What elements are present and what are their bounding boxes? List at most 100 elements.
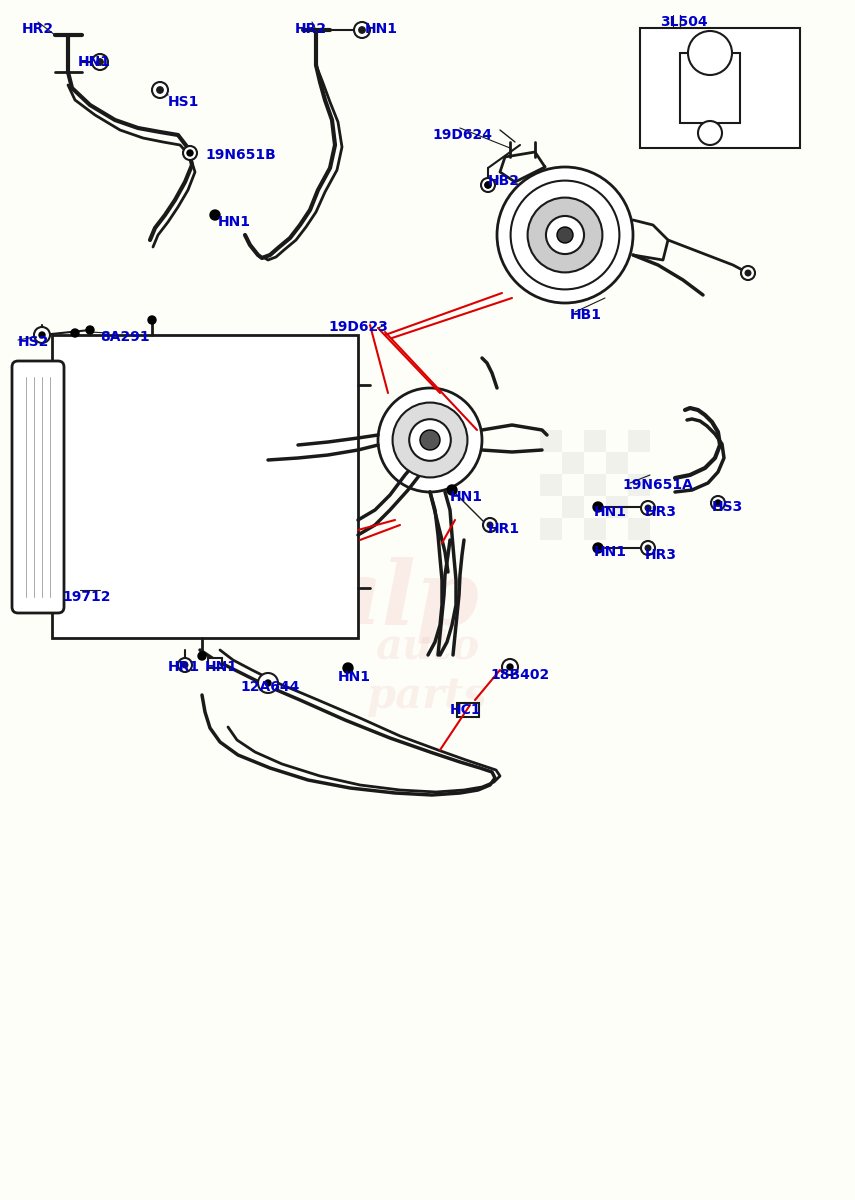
Text: HN1: HN1	[594, 505, 627, 518]
Circle shape	[557, 227, 573, 242]
Bar	[606, 452, 628, 474]
Circle shape	[688, 31, 732, 74]
Bar	[606, 496, 628, 518]
Circle shape	[746, 270, 751, 276]
Circle shape	[546, 216, 584, 254]
Circle shape	[156, 86, 163, 94]
Bar	[584, 518, 606, 540]
Circle shape	[378, 388, 482, 492]
Text: HR2: HR2	[22, 22, 54, 36]
Circle shape	[343, 662, 353, 673]
Bar	[628, 430, 650, 452]
Bar	[680, 53, 740, 122]
Circle shape	[646, 545, 651, 551]
Text: HN1: HN1	[594, 545, 627, 559]
Text: HB2: HB2	[488, 174, 520, 188]
Circle shape	[178, 658, 192, 672]
Bar	[628, 474, 650, 496]
Bar	[562, 452, 584, 474]
Text: alp: alp	[324, 557, 480, 643]
Circle shape	[265, 680, 271, 686]
Bar	[640, 28, 800, 148]
Text: HR1: HR1	[168, 660, 200, 674]
Bar	[540, 496, 562, 518]
Text: HN1: HN1	[338, 670, 371, 684]
Text: HN1: HN1	[365, 22, 398, 36]
Bar	[606, 430, 628, 452]
Text: HR2: HR2	[295, 22, 327, 36]
Text: HR1: HR1	[488, 522, 520, 536]
Bar	[584, 496, 606, 518]
Bar	[540, 452, 562, 474]
Text: 18B402: 18B402	[490, 668, 549, 682]
Bar	[540, 430, 562, 452]
Bar	[562, 518, 584, 540]
Circle shape	[510, 180, 619, 289]
Circle shape	[593, 502, 603, 512]
Text: 19D623: 19D623	[328, 320, 388, 334]
Circle shape	[502, 659, 518, 674]
Circle shape	[95, 56, 105, 67]
Polygon shape	[52, 335, 358, 638]
Circle shape	[483, 518, 497, 532]
Bar	[540, 518, 562, 540]
Text: HN1: HN1	[78, 55, 111, 68]
Bar	[584, 452, 606, 474]
Circle shape	[641, 502, 655, 515]
Circle shape	[152, 82, 168, 98]
Circle shape	[497, 167, 633, 302]
Text: HN1: HN1	[450, 490, 483, 504]
Text: HN1: HN1	[218, 215, 251, 229]
Circle shape	[210, 210, 220, 220]
Text: HS2: HS2	[18, 335, 50, 349]
Circle shape	[258, 673, 278, 692]
Bar	[562, 474, 584, 496]
Circle shape	[354, 22, 370, 38]
Bar	[562, 430, 584, 452]
Circle shape	[711, 496, 725, 510]
Circle shape	[198, 652, 206, 660]
Bar	[628, 518, 650, 540]
Text: HS3: HS3	[712, 500, 743, 514]
Circle shape	[420, 430, 440, 450]
Circle shape	[741, 266, 755, 280]
Circle shape	[182, 662, 188, 667]
Circle shape	[97, 59, 103, 65]
Circle shape	[410, 419, 451, 461]
Bar	[208, 658, 222, 668]
Text: 19D624: 19D624	[432, 128, 492, 142]
Text: HR3: HR3	[645, 548, 677, 562]
Bar	[540, 474, 562, 496]
Circle shape	[359, 26, 365, 34]
Circle shape	[187, 150, 193, 156]
Circle shape	[71, 329, 79, 337]
Text: HN1: HN1	[205, 660, 238, 674]
Text: HR3: HR3	[645, 505, 677, 518]
Circle shape	[485, 182, 491, 188]
Circle shape	[148, 316, 156, 324]
Circle shape	[92, 54, 108, 70]
Circle shape	[646, 505, 651, 511]
Circle shape	[481, 178, 495, 192]
Bar	[628, 452, 650, 474]
Bar	[606, 518, 628, 540]
Circle shape	[528, 198, 603, 272]
Bar	[562, 496, 584, 518]
FancyBboxPatch shape	[12, 361, 64, 613]
Circle shape	[447, 485, 457, 494]
Circle shape	[698, 121, 722, 145]
Circle shape	[39, 332, 45, 338]
Bar	[606, 474, 628, 496]
Text: HC1: HC1	[450, 703, 481, 716]
Circle shape	[392, 402, 468, 478]
Text: 19N651A: 19N651A	[622, 478, 693, 492]
Bar	[457, 703, 479, 716]
Circle shape	[487, 522, 492, 528]
Circle shape	[507, 664, 513, 670]
Circle shape	[210, 658, 220, 668]
Circle shape	[743, 268, 753, 278]
Text: 19N651B: 19N651B	[205, 148, 276, 162]
Circle shape	[34, 326, 50, 343]
Text: HS1: HS1	[168, 95, 199, 109]
Circle shape	[593, 542, 603, 553]
